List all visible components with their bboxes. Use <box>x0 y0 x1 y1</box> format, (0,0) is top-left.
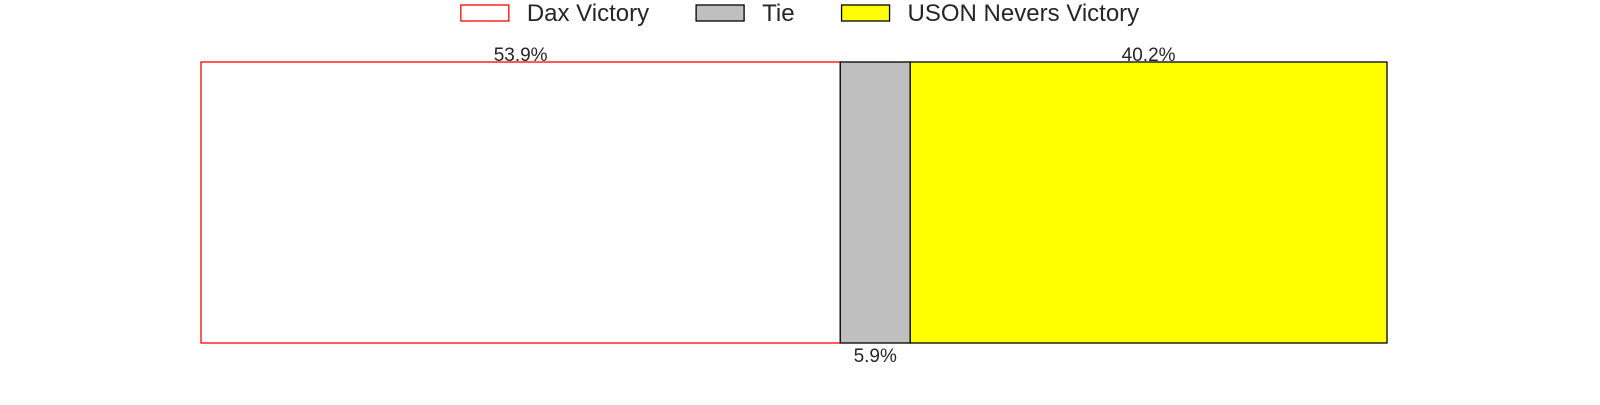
legend-item-dax-victory: Dax Victory <box>460 0 649 27</box>
legend-item-tie: Tie <box>695 0 795 27</box>
legend: Dax Victory Tie USON Nevers Victory <box>460 0 1140 27</box>
bar-segment-tie <box>839 61 911 344</box>
legend-swatch-tie <box>695 4 745 22</box>
data-label-uson-nevers-victory: 40.2% <box>1122 45 1176 66</box>
bar-segment-dax-victory <box>200 61 841 344</box>
legend-label-dax-victory: Dax Victory <box>527 0 649 27</box>
data-label-dax-victory: 53.9% <box>494 45 548 66</box>
legend-swatch-dax-victory <box>460 4 510 22</box>
legend-swatch-uson-nevers-victory <box>840 4 891 22</box>
legend-label-tie: Tie <box>762 0 794 27</box>
data-label-tie: 5.9% <box>854 346 897 367</box>
stacked-bar <box>200 61 1388 344</box>
bar-segment-uson-nevers-victory <box>909 61 1388 344</box>
legend-item-uson-nevers-victory: USON Nevers Victory <box>840 0 1140 27</box>
data-labels: 53.9% 5.9% 40.2% <box>494 45 1176 367</box>
legend-label-uson-nevers-victory: USON Nevers Victory <box>908 0 1140 27</box>
